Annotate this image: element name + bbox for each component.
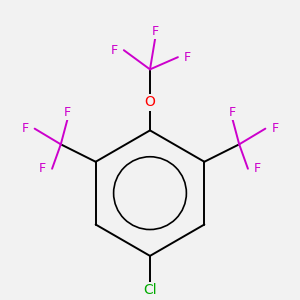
Text: F: F [152, 26, 159, 38]
Text: Cl: Cl [143, 283, 157, 297]
Text: F: F [184, 51, 191, 64]
Text: F: F [254, 162, 261, 175]
Text: F: F [39, 162, 46, 175]
Text: F: F [21, 122, 28, 135]
Text: F: F [111, 44, 118, 57]
Text: F: F [229, 106, 236, 119]
Text: F: F [272, 122, 279, 135]
Text: O: O [145, 95, 155, 110]
Text: F: F [64, 106, 71, 119]
